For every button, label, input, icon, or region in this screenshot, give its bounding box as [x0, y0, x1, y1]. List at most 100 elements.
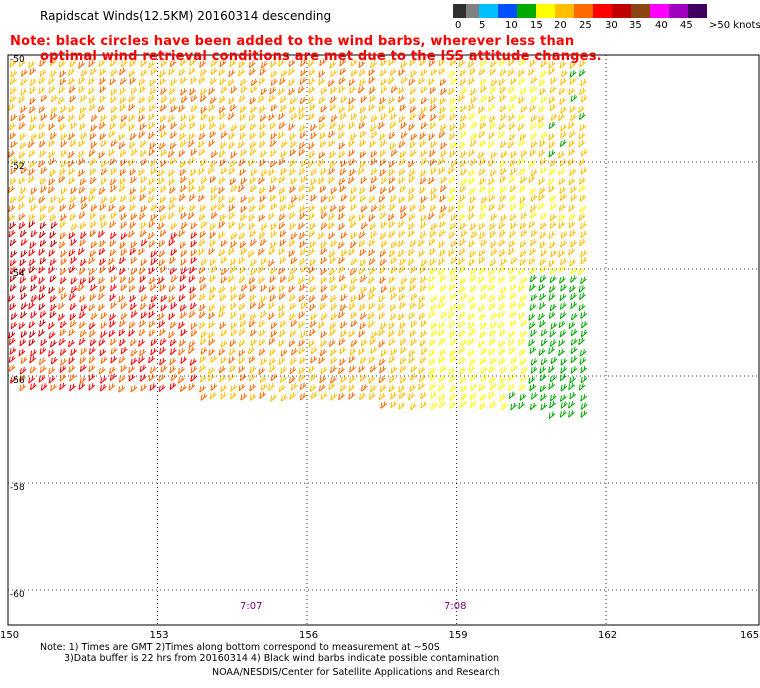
wind-barb: [458, 302, 465, 311]
wind-barb: [310, 123, 317, 132]
wind-barb: [130, 212, 138, 221]
wind-barb: [299, 212, 307, 220]
wind-barb: [39, 347, 47, 355]
wind-barb: [438, 130, 446, 139]
wind-barb: [558, 221, 566, 229]
wind-barb: [560, 401, 568, 409]
wind-barb: [388, 160, 396, 168]
wind-barb: [288, 376, 296, 384]
wind-barb: [240, 284, 248, 292]
wind-barb: [68, 231, 76, 240]
wind-barb: [108, 204, 116, 212]
wind-barb: [489, 121, 497, 130]
wind-barb: [200, 158, 208, 167]
wind-barb: [499, 58, 506, 67]
wind-barb: [180, 311, 188, 319]
wind-barb: [238, 293, 246, 301]
wind-barb: [110, 105, 118, 114]
wind-barb: [139, 275, 147, 283]
wind-barb: [569, 168, 577, 177]
wind-barb: [129, 168, 137, 176]
wind-barb: [369, 95, 377, 103]
wind-barb: [18, 95, 26, 104]
wind-barb: [559, 61, 567, 69]
legend-label: 20: [554, 20, 567, 31]
wind-barb: [210, 77, 217, 85]
wind-barb: [450, 384, 457, 393]
wind-barb: [118, 356, 126, 364]
wind-barb: [570, 94, 578, 102]
legend-label: 5: [479, 20, 486, 31]
wind-barb: [350, 294, 358, 303]
wind-barb: [428, 77, 436, 86]
wind-barb: [340, 194, 348, 202]
wind-barb: [90, 240, 98, 249]
wind-barb: [178, 348, 186, 356]
wind-barb: [430, 303, 438, 312]
wind-barb: [548, 411, 556, 419]
wind-barb: [190, 256, 198, 265]
wind-barb: [568, 139, 576, 148]
wind-barb: [259, 105, 266, 114]
wind-barb: [239, 123, 247, 132]
wind-barb: [410, 365, 418, 373]
wind-barb: [338, 366, 345, 375]
wind-barb: [358, 293, 366, 301]
wind-barb: [409, 58, 417, 67]
wind-barb: [528, 175, 536, 184]
wind-barb: [388, 338, 396, 346]
wind-barb: [308, 184, 316, 193]
wind-barb: [80, 231, 87, 239]
wind-barb: [158, 258, 166, 267]
wind-barb: [510, 222, 518, 230]
wind-barb: [429, 158, 437, 167]
wind-barb: [378, 340, 386, 348]
wind-barb: [540, 402, 548, 411]
wind-barb: [458, 213, 466, 222]
wind-barb: [388, 230, 396, 238]
wind-barb: [359, 322, 367, 330]
wind-barb: [320, 366, 328, 375]
wind-barb: [220, 276, 228, 284]
wind-barb: [379, 158, 387, 167]
wind-barb: [348, 104, 355, 112]
wind-barb: [229, 348, 236, 356]
wind-barb: [299, 77, 307, 85]
wind-barb: [249, 383, 257, 392]
wind-barb: [419, 58, 427, 67]
wind-barb: [460, 114, 467, 123]
wind-barb: [88, 59, 96, 68]
wind-barb: [379, 232, 387, 240]
wind-barb: [138, 78, 146, 86]
wind-barb: [50, 356, 58, 365]
wind-barb: [89, 249, 97, 258]
wind-barb: [379, 211, 387, 220]
wind-barb: [418, 302, 425, 310]
wind-barb: [338, 265, 346, 274]
wind-barb: [139, 212, 146, 221]
wind-barb: [468, 321, 476, 330]
wind-barb: [160, 185, 167, 193]
wind-barb: [420, 401, 428, 409]
wind-barb: [499, 329, 507, 337]
wind-barb: [478, 339, 486, 348]
wind-barb: [210, 185, 218, 194]
wind-barb: [290, 195, 298, 203]
wind-barb: [528, 159, 536, 168]
wind-barb: [249, 148, 257, 156]
wind-barb: [329, 275, 336, 284]
wind-barb: [438, 301, 446, 309]
wind-barb: [490, 248, 498, 256]
wind-barb: [409, 384, 417, 392]
wind-barb: [260, 150, 268, 158]
wind-barb: [318, 77, 326, 86]
wind-barb: [388, 329, 395, 338]
wind-barb: [460, 168, 468, 176]
wind-barb: [189, 293, 197, 301]
wind-barb: [539, 293, 547, 301]
wind-barb: [140, 221, 148, 230]
wind-barb: [440, 141, 448, 150]
wind-barb: [499, 249, 506, 257]
wind-barb: [540, 393, 547, 402]
wind-barb: [268, 383, 275, 391]
